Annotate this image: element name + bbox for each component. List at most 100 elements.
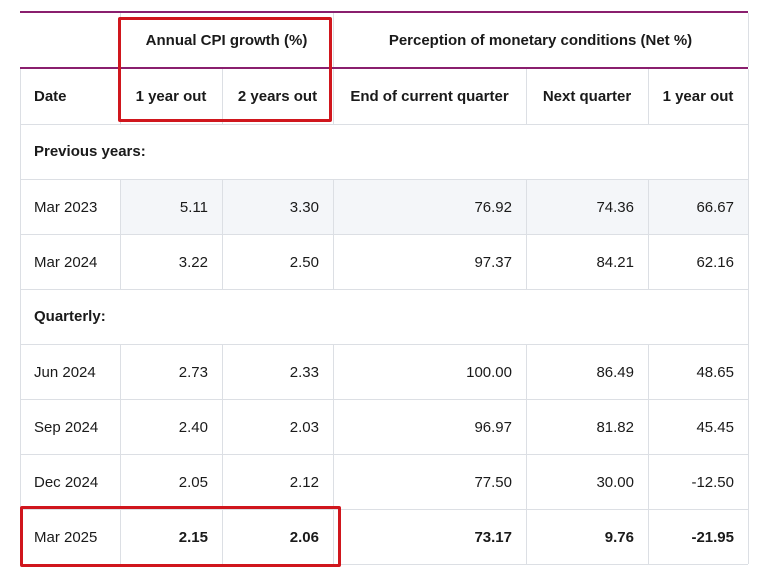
column-divider bbox=[222, 399, 223, 454]
column-divider bbox=[648, 69, 649, 124]
column-divider bbox=[222, 179, 223, 234]
value-cell: 2.15 bbox=[178, 528, 208, 546]
row-divider bbox=[20, 179, 748, 180]
column-divider bbox=[648, 399, 649, 454]
column-divider bbox=[526, 454, 527, 509]
row-divider bbox=[20, 564, 748, 565]
group-header: Annual CPI growth (%) bbox=[145, 31, 308, 49]
value-cell: 73.17 bbox=[474, 528, 512, 546]
column-divider bbox=[333, 509, 334, 564]
column-header: 1 year out bbox=[135, 88, 207, 105]
group-header: Perception of monetary conditions (Net %… bbox=[388, 31, 693, 49]
value-cell: 2.05 bbox=[178, 473, 208, 491]
column-divider bbox=[526, 344, 527, 399]
column-divider bbox=[333, 69, 334, 124]
column-header: 2 years out bbox=[237, 88, 318, 105]
value-cell: 86.49 bbox=[596, 363, 634, 381]
highlight-box bbox=[118, 17, 332, 122]
column-divider bbox=[120, 454, 121, 509]
column-divider bbox=[20, 124, 21, 564]
value-cell: 74.36 bbox=[526, 180, 648, 234]
row-divider bbox=[20, 509, 748, 510]
value-cell: 100.00 bbox=[466, 363, 512, 381]
column-divider bbox=[748, 69, 749, 124]
column-divider bbox=[748, 13, 749, 67]
column-divider bbox=[120, 344, 121, 399]
value-cell: 81.82 bbox=[596, 418, 634, 436]
column-divider bbox=[333, 454, 334, 509]
column-divider bbox=[333, 179, 334, 234]
column-header: Next quarter bbox=[542, 88, 632, 105]
value-cell: 5.11 bbox=[120, 180, 222, 234]
value-cell: 84.21 bbox=[596, 253, 634, 271]
value-cell: 66.67 bbox=[648, 180, 748, 234]
row-date: Jun 2024 bbox=[34, 363, 96, 381]
value-cell: 3.22 bbox=[178, 253, 208, 271]
value-cell: 2.06 bbox=[289, 528, 319, 546]
row-date: Mar 2023 bbox=[34, 198, 98, 216]
value-cell: 62.16 bbox=[696, 253, 734, 271]
value-cell: 2.03 bbox=[289, 418, 319, 436]
column-divider bbox=[526, 234, 527, 289]
column-divider bbox=[648, 454, 649, 509]
row-date: Sep 2024 bbox=[34, 418, 99, 436]
column-divider bbox=[222, 509, 223, 564]
column-divider bbox=[526, 399, 527, 454]
column-divider bbox=[120, 399, 121, 454]
row-divider bbox=[20, 399, 748, 400]
section-label: Quarterly: bbox=[34, 308, 106, 325]
column-divider bbox=[748, 124, 749, 564]
column-divider bbox=[20, 69, 21, 124]
column-divider bbox=[648, 344, 649, 399]
column-divider bbox=[222, 344, 223, 399]
value-cell: 9.76 bbox=[604, 528, 634, 546]
column-divider bbox=[120, 179, 121, 234]
row-divider bbox=[20, 124, 748, 125]
column-divider bbox=[120, 509, 121, 564]
value-cell: 2.40 bbox=[178, 418, 208, 436]
column-divider bbox=[526, 509, 527, 564]
column-divider bbox=[526, 179, 527, 234]
value-cell: 45.45 bbox=[696, 418, 734, 436]
column-divider bbox=[222, 69, 223, 124]
column-divider bbox=[333, 13, 334, 67]
column-divider bbox=[648, 509, 649, 564]
column-header: Date bbox=[34, 88, 67, 105]
value-cell: 2.33 bbox=[289, 363, 319, 381]
value-cell: 30.00 bbox=[596, 473, 634, 491]
value-cell: 48.65 bbox=[696, 363, 734, 381]
column-divider bbox=[222, 454, 223, 509]
highlight-box bbox=[20, 506, 341, 567]
value-cell: 76.92 bbox=[333, 180, 526, 234]
value-cell: 2.73 bbox=[178, 363, 208, 381]
row-date: Dec 2024 bbox=[34, 473, 99, 491]
column-divider bbox=[648, 234, 649, 289]
column-divider bbox=[526, 69, 527, 124]
row-divider bbox=[20, 289, 748, 290]
column-header: 1 year out bbox=[662, 88, 734, 105]
value-cell: 2.50 bbox=[289, 253, 319, 271]
section-label: Previous years: bbox=[34, 143, 146, 160]
column-divider bbox=[120, 234, 121, 289]
value-cell: 97.37 bbox=[474, 253, 512, 271]
row-date: Mar 2024 bbox=[34, 253, 98, 271]
column-header: End of current quarter bbox=[350, 88, 509, 105]
row-divider bbox=[20, 234, 748, 235]
row-divider bbox=[20, 454, 748, 455]
value-cell: -12.50 bbox=[691, 473, 734, 491]
column-divider bbox=[222, 234, 223, 289]
row-date: Mar 2025 bbox=[34, 528, 98, 546]
value-cell: 3.30 bbox=[222, 180, 333, 234]
column-divider bbox=[333, 399, 334, 454]
column-divider bbox=[333, 234, 334, 289]
value-cell: -21.95 bbox=[691, 528, 734, 546]
column-divider bbox=[333, 344, 334, 399]
value-cell: 96.97 bbox=[474, 418, 512, 436]
row-divider bbox=[20, 344, 748, 345]
value-cell: 2.12 bbox=[289, 473, 319, 491]
column-divider bbox=[648, 179, 649, 234]
value-cell: 77.50 bbox=[474, 473, 512, 491]
top-rule bbox=[20, 11, 748, 13]
header-rule bbox=[20, 67, 748, 69]
